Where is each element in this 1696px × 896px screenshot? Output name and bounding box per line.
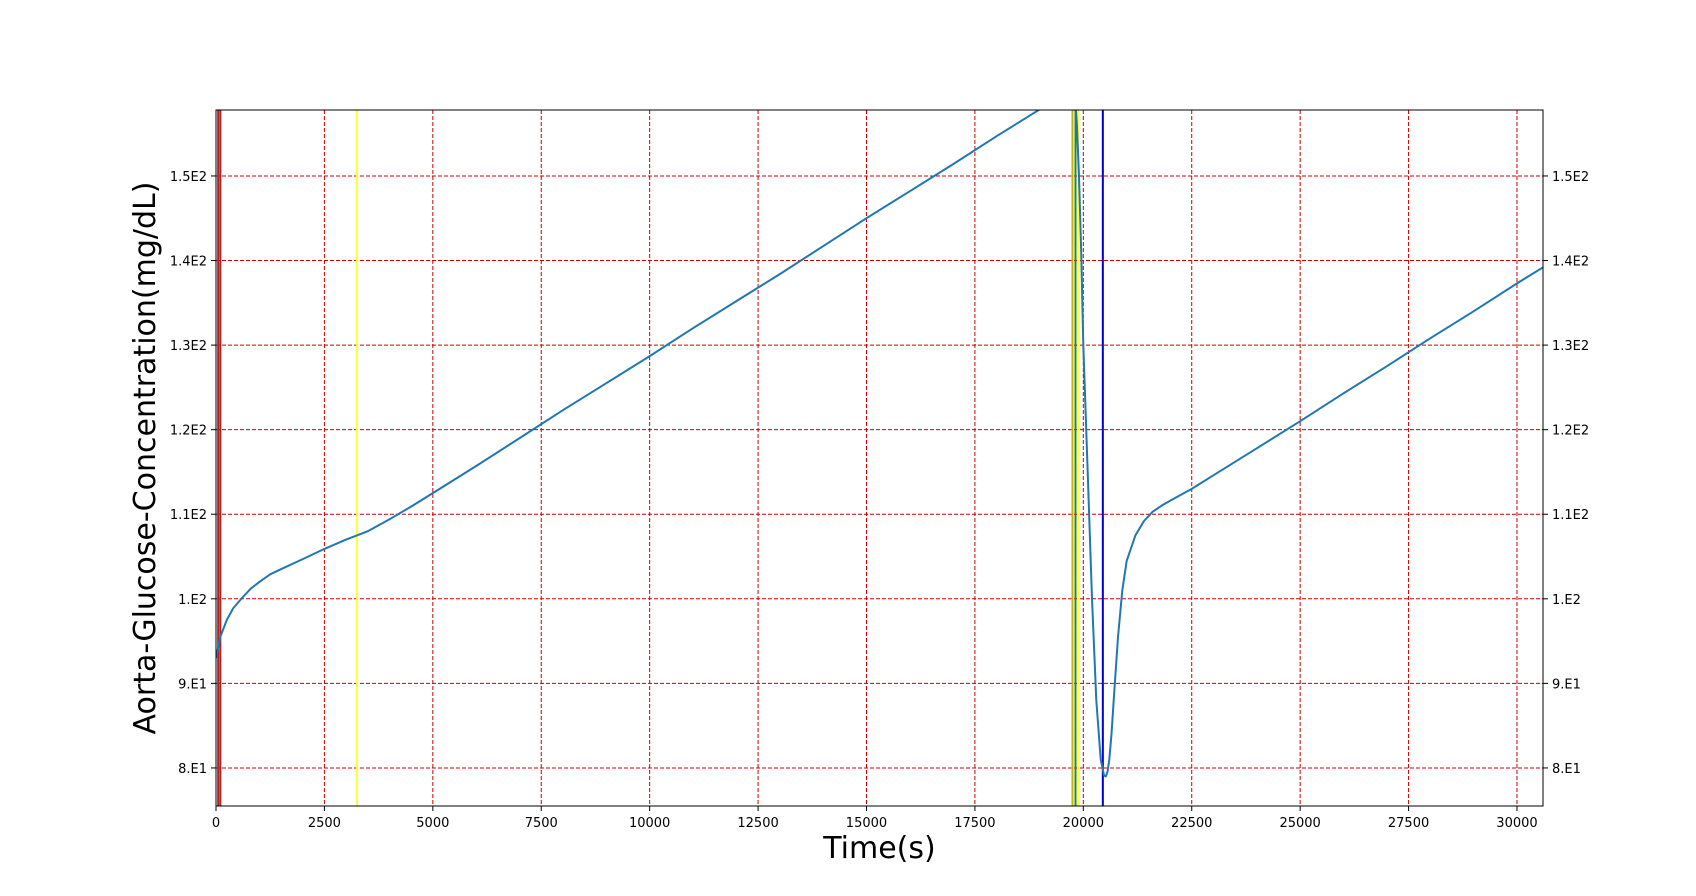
x-tick-label: 2500 xyxy=(308,816,341,831)
y-tick-label: 1.E2 xyxy=(178,593,207,608)
y-tick-label-right: 1.4E2 xyxy=(1552,255,1589,270)
y-tick-label-right: 9.E1 xyxy=(1552,677,1581,692)
y-tick-label: 1.3E2 xyxy=(170,339,207,354)
y-tick-label: 1.4E2 xyxy=(170,255,207,270)
y-tick-label-right: 1.3E2 xyxy=(1552,339,1589,354)
x-tick-label: 20000 xyxy=(1063,816,1104,831)
x-tick-label: 7500 xyxy=(525,816,558,831)
grid xyxy=(215,110,1543,806)
y-tick-label-right: 1.2E2 xyxy=(1552,424,1589,439)
x-tick-label: 17500 xyxy=(954,816,995,831)
y-tick-label-right: 1.1E2 xyxy=(1552,508,1589,523)
x-axis: 0 2500 5000 7500 10000 12500 15000 17500 20000 22… xyxy=(212,806,1538,831)
y-tick-label: 1.1E2 xyxy=(170,508,207,523)
x-tick-label: 0 xyxy=(212,816,220,831)
x-tick-label: 12500 xyxy=(737,816,778,831)
x-tick-label: 10000 xyxy=(629,816,670,831)
y-tick-label-right: 8.E1 xyxy=(1552,762,1581,777)
y-axis-title: Aorta-Glucose-Concentration(mg/dL) xyxy=(128,182,163,735)
x-tick-label: 15000 xyxy=(846,816,887,831)
y-axis-right: 8.E1 9.E1 1.E2 1.1E2 1.2E2 1.3E2 1.4E2 1.5E2 xyxy=(1543,170,1589,777)
x-tick-label: 25000 xyxy=(1279,816,1320,831)
x-axis-title: Time(s) xyxy=(822,831,935,866)
series-layer xyxy=(216,110,1543,778)
x-tick-label: 30000 xyxy=(1496,816,1537,831)
y-tick-label: 9.E1 xyxy=(178,677,207,692)
series-line xyxy=(216,110,1543,778)
y-tick-label: 1.5E2 xyxy=(170,170,207,185)
plot-frame xyxy=(215,109,1544,807)
x-tick-label: 5000 xyxy=(416,816,449,831)
x-tick-label: 22500 xyxy=(1171,816,1212,831)
y-tick-label-right: 1.E2 xyxy=(1552,593,1581,608)
y-axis: 8.E1 9.E1 1.E2 1.1E2 1.2E2 1.3E2 1.4E2 1.5E2 xyxy=(170,170,216,777)
x-tick-label: 27500 xyxy=(1388,816,1429,831)
event-markers xyxy=(217,110,1104,806)
y-tick-label: 8.E1 xyxy=(178,762,207,777)
y-tick-label: 1.2E2 xyxy=(170,424,207,439)
y-tick-label-right: 1.5E2 xyxy=(1552,170,1589,185)
